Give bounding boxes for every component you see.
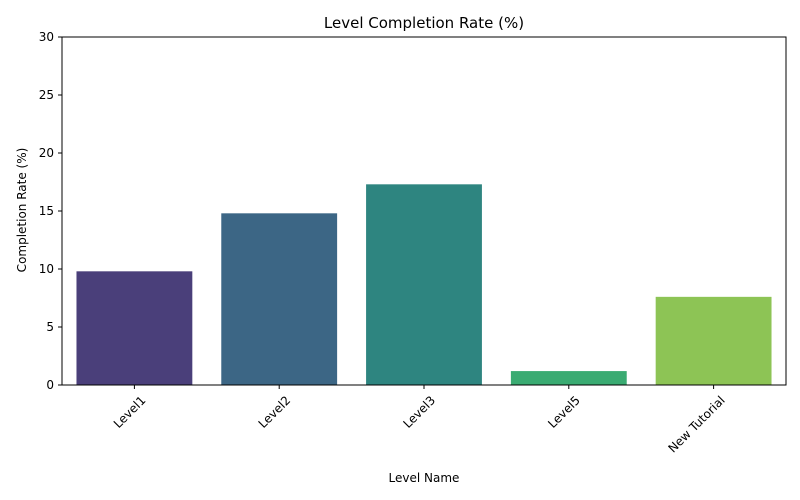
y-tick-label: 10 [39, 262, 54, 276]
bar-level5 [510, 371, 627, 385]
x-tick-label: Level3 [400, 393, 438, 431]
bar-level2 [221, 213, 338, 385]
y-tick-label: 5 [46, 320, 54, 334]
x-tick-label: Level2 [256, 393, 294, 431]
bar-level1 [76, 271, 193, 385]
y-tick-label: 15 [39, 204, 54, 218]
bar-level3 [366, 184, 482, 385]
plot-frame [61, 36, 787, 386]
x-tick-label: Level1 [111, 393, 149, 431]
y-tick-label: 0 [46, 378, 54, 392]
x-tick-label: New Tutorial [665, 393, 727, 455]
y-tick-label: 25 [39, 88, 54, 102]
y-axis-label: Completion Rate (%) [15, 148, 29, 273]
y-tick-label: 20 [39, 146, 54, 160]
x-axis-ticks: Level1 Level2 Level3 Level5 New Tutorial [111, 385, 728, 456]
x-tick-label: Level5 [545, 393, 583, 431]
bar-new-tutorial [655, 296, 772, 385]
y-tick-label: 30 [39, 30, 54, 44]
y-axis-ticks: 0 5 10 15 20 25 30 [39, 30, 62, 392]
bars-group [76, 184, 772, 385]
x-axis-label: Level Name [389, 471, 460, 485]
chart-title: Level Completion Rate (%) [324, 14, 524, 32]
